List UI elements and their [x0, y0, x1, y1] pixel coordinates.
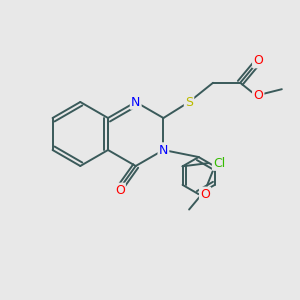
Text: O: O [253, 54, 263, 67]
Text: O: O [253, 89, 263, 102]
Text: Cl: Cl [213, 157, 225, 169]
Text: O: O [200, 188, 210, 201]
Text: S: S [185, 95, 193, 109]
Text: N: N [159, 143, 168, 157]
Text: O: O [115, 184, 125, 197]
Text: N: N [131, 95, 140, 109]
